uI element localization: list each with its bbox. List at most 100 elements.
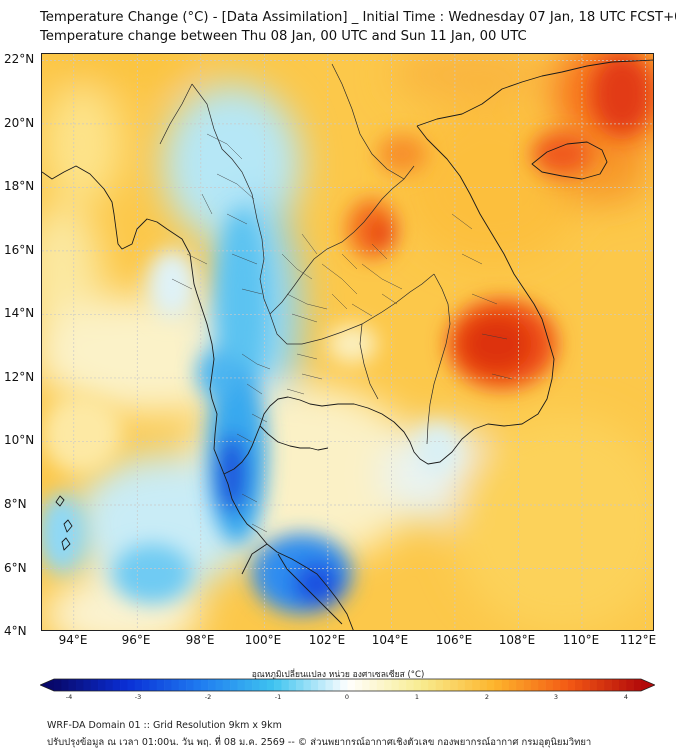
colorbar-cell (83, 679, 91, 691)
lat-label-16n: 16°N (4, 243, 35, 257)
colorbar-cell (428, 679, 436, 691)
colorbar-cell (472, 679, 480, 691)
colorbar-cell (288, 679, 297, 691)
colorbar-outline (40, 678, 655, 692)
colorbar-tick-neg3: -3 (134, 693, 142, 701)
colorbar-cell (149, 679, 158, 691)
colorbar-cell (98, 679, 106, 691)
colorbar-cell (420, 679, 429, 691)
colorbar-cell (545, 679, 554, 691)
colorbar-tick-3: 3 (553, 693, 559, 701)
colorbar-cell (384, 679, 392, 691)
colorbar-cell (530, 679, 539, 691)
colorbar-cell (252, 679, 260, 691)
colorbar-cell (582, 679, 590, 691)
colorbar-cell (90, 679, 99, 691)
colorbar-cell (494, 679, 502, 691)
colorbar-tick-0: 0 (344, 693, 350, 701)
temperature-change-map (41, 53, 654, 631)
colorbar-cell (142, 679, 150, 691)
colorbar-cell (398, 679, 407, 691)
colorbar-cell (310, 679, 319, 691)
footer-credit: ปรับปรุงข้อมูล ณ เวลา 01:00น. วัน พฤ. ที… (47, 737, 592, 748)
lon-label-94e: 94°E (58, 633, 88, 647)
colorbar-extend-low (40, 679, 54, 691)
colorbar-cell (435, 679, 444, 691)
lon-label-100e: 100°E (244, 633, 282, 647)
lon-label-96e: 96°E (121, 633, 151, 647)
colorbar-cell (486, 679, 495, 691)
colorbar-cell (552, 679, 561, 691)
colorbar-cell (354, 679, 363, 691)
lat-label-8n: 8°N (4, 497, 27, 511)
colorbar-cell (120, 679, 128, 691)
lat-label-18n: 18°N (4, 179, 35, 193)
colorbar-cell (237, 679, 246, 691)
colorbar-cell (178, 679, 187, 691)
colorbar-cell (479, 679, 488, 691)
colorbar-cell (574, 679, 583, 691)
colorbar-cell (230, 679, 238, 691)
lat-label-4n: 4°N (4, 624, 27, 638)
colorbar-cell (347, 679, 356, 691)
colorbar-cell (369, 679, 378, 691)
lat-label-20n: 20°N (4, 116, 35, 130)
lat-label-10n: 10°N (4, 433, 35, 447)
colorbar-cell (156, 679, 165, 691)
colorbar-title: อุณหภูมิเปลี่ยนแปลง หน่วย องศาเซลเซียส (… (251, 670, 425, 680)
colorbar-tick-neg4: -4 (65, 693, 73, 701)
colorbar-cell (325, 679, 334, 691)
colorbar-cell (296, 679, 304, 691)
colorbar-cell (266, 679, 275, 691)
colorbar-cell (61, 679, 69, 691)
colorbar (40, 678, 655, 692)
colorbar-cell (457, 679, 466, 691)
country-borders (159, 63, 451, 445)
colorbar-extend-high (641, 679, 655, 691)
colorbar-cell (332, 679, 341, 691)
colorbar-cell (164, 679, 172, 691)
colorbar-cell (618, 679, 627, 691)
lat-label-14n: 14°N (4, 306, 35, 320)
colorbar-cell (508, 679, 517, 691)
lon-label-112e: 112°E (619, 633, 657, 647)
colorbar-cell (105, 679, 113, 691)
colorbar-cell (134, 679, 143, 691)
colorbar-cell (362, 679, 370, 691)
province-boundaries (171, 133, 513, 533)
colorbar-cell (626, 679, 634, 691)
colorbar-cell (200, 679, 209, 691)
graticule-lines (42, 54, 653, 630)
lon-label-102e: 102°E (308, 633, 346, 647)
colorbar-cell (281, 679, 290, 691)
colorbar-cells (40, 679, 655, 691)
colorbar-cell (560, 679, 568, 691)
colorbar-cell (318, 679, 326, 691)
colorbar-cell (222, 679, 231, 691)
colorbar-cell (604, 679, 612, 691)
colorbar-cell (171, 679, 180, 691)
colorbar-cell (127, 679, 136, 691)
coastline (42, 59, 653, 630)
map-subtitle: Temperature change between Thu 08 Jan, 0… (40, 29, 527, 44)
colorbar-cell (76, 679, 84, 691)
lat-label-6n: 6°N (4, 561, 27, 575)
colorbar-cell (523, 679, 532, 691)
colorbar-cell (406, 679, 414, 691)
colorbar-tick-2: 2 (484, 693, 490, 701)
colorbar-cell (633, 679, 642, 691)
colorbar-cell (215, 679, 224, 691)
lon-label-108e: 108°E (498, 633, 536, 647)
colorbar-cell (567, 679, 576, 691)
colorbar-cell (538, 679, 546, 691)
colorbar-cell (340, 679, 348, 691)
colorbar-cell (193, 679, 202, 691)
colorbar-tick-1: 1 (414, 693, 420, 701)
lat-label-22n: 22°N (4, 52, 35, 66)
colorbar-cell (274, 679, 282, 691)
lon-label-110e: 110°E (562, 633, 600, 647)
colorbar-cell (259, 679, 268, 691)
colorbar-cell (208, 679, 216, 691)
lon-label-98e: 98°E (185, 633, 215, 647)
colorbar-cell (376, 679, 385, 691)
